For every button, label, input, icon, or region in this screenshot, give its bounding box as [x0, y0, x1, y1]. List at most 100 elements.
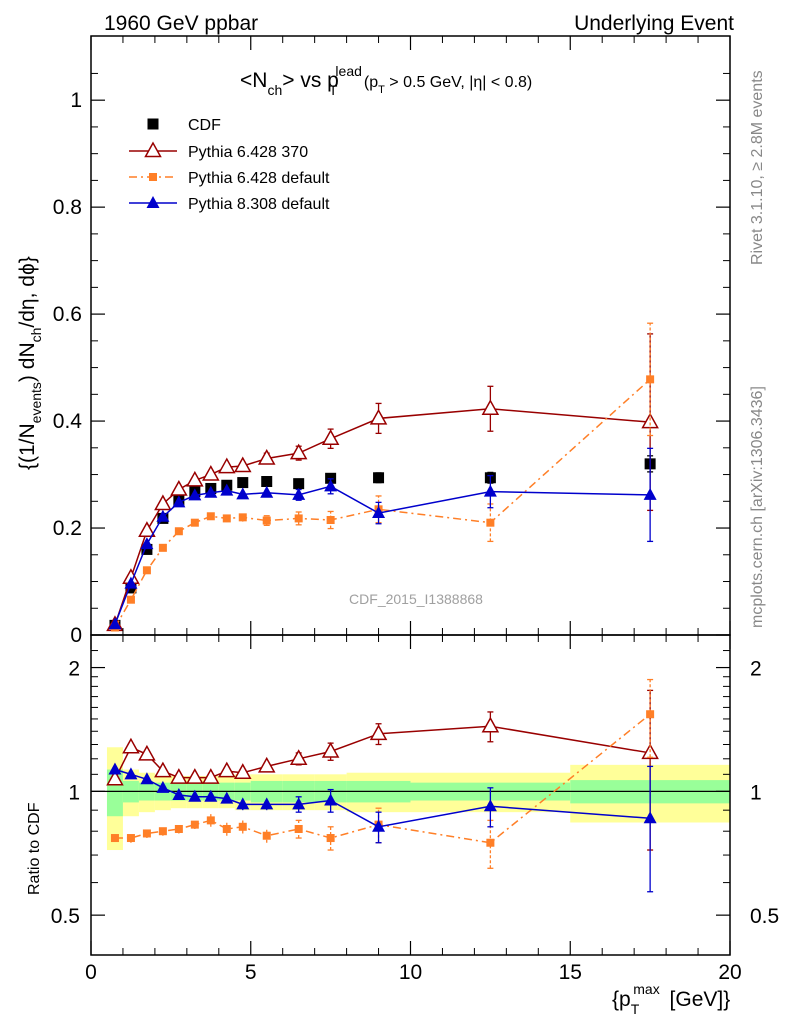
main-plot-frame — [90, 35, 731, 636]
data-point — [643, 487, 657, 500]
data-point — [236, 487, 250, 500]
ratio-point — [202, 768, 220, 784]
legend-marker — [146, 196, 160, 208]
data-point — [188, 488, 202, 501]
data-point — [156, 509, 170, 522]
data-point — [108, 617, 122, 630]
data-point — [262, 516, 271, 525]
ratio-y-tick-label: 2 — [68, 658, 80, 681]
data-point — [483, 484, 497, 497]
ratio-plot-panel: 0 5 10 15 20 0.5 0.5 1 1 2 2 — [51, 634, 779, 984]
data-point — [372, 506, 386, 519]
ratio-data-layer — [91, 678, 730, 893]
ratio-point — [174, 824, 183, 833]
data-point — [261, 476, 273, 488]
ratio-point — [110, 834, 119, 843]
ratio-y-tick-label-right: 0.5 — [750, 905, 779, 928]
ratio-point — [262, 831, 271, 840]
ratio-y-tick-label-right: 1 — [750, 781, 762, 804]
y-axis-label-part1: {(1/N — [16, 423, 39, 470]
plot-title-cut-sub: T — [378, 84, 385, 96]
data-point — [158, 543, 167, 552]
data-point — [140, 537, 154, 550]
legend-entry-pythia-6-428-default: Pythia 6.428 default — [129, 170, 330, 187]
data-point — [220, 483, 234, 496]
data-point — [373, 472, 385, 484]
ratio-point — [372, 819, 386, 832]
ratio-point — [124, 767, 138, 780]
ratio-point — [204, 789, 218, 802]
legend: CDF Pythia 6.428 370 Pythia 6.428 default P… — [129, 117, 330, 213]
plot-title-mid-sup: lead — [335, 63, 361, 79]
x-axis-label-close: [GeV]} — [664, 988, 731, 1011]
ratio-point — [156, 780, 170, 793]
ratio-series-pythia-6-428-370 — [106, 689, 659, 851]
ratio-point — [257, 756, 276, 773]
ratio-point — [321, 741, 340, 758]
header-right: Underlying Event — [574, 12, 734, 35]
ratio-point — [222, 824, 231, 833]
series-pythia-6-428-default — [110, 322, 655, 632]
ratio-point — [218, 761, 236, 778]
legend-entry-pythia-8-308-default: Pythia 8.308 default — [129, 196, 330, 213]
plot-title: <Nch> vs pTlead(pT > 0.5 GeV, |η| < 0.8) — [240, 63, 532, 98]
ratio-point — [188, 789, 202, 802]
uncertainty-bands — [106, 747, 730, 851]
data-point — [292, 487, 306, 500]
ratio-point — [138, 744, 156, 761]
ratio-point — [260, 797, 274, 810]
ratio-point — [106, 769, 124, 786]
ratio-point — [236, 797, 250, 810]
y-axis-label-part3: /dη, dϕ} — [16, 256, 39, 327]
y-tick-label: 0.4 — [53, 410, 83, 433]
ratio-series-pythia-8-308-default — [108, 762, 657, 893]
data-point — [222, 514, 231, 523]
data-point — [293, 478, 305, 490]
data-point — [257, 448, 276, 465]
y-tick-label: 0.2 — [53, 517, 82, 540]
x-tick-label: 15 — [559, 961, 582, 984]
data-point — [138, 521, 156, 537]
legend-marker — [147, 118, 159, 130]
ratio-point — [646, 710, 655, 719]
plot-title-cut-open: (p — [364, 74, 378, 91]
ratio-point — [643, 811, 657, 824]
legend-label: Pythia 6.428 370 — [188, 144, 308, 161]
ratio-y-tick-label: 0.5 — [51, 905, 80, 928]
legend-label: Pythia 8.308 default — [188, 196, 330, 213]
ratio-point — [483, 799, 497, 812]
data-point — [289, 443, 308, 460]
rivet-label: Rivet 3.1.10, ≥ 2.8M events — [749, 70, 766, 265]
x-axis-label: {pTmax [GeV]} — [612, 981, 730, 1017]
y-tick-label: 0 — [70, 624, 82, 647]
y-tick-label: 1 — [70, 89, 82, 112]
data-point — [186, 470, 204, 487]
ratio-point — [190, 820, 199, 829]
data-point — [233, 456, 252, 473]
data-point — [142, 566, 151, 575]
y-axis-label-sub2: ch — [28, 328, 44, 343]
legend-label: Pythia 6.428 default — [188, 170, 330, 187]
y-axis-label-part2: ) dN — [16, 342, 39, 382]
data-point — [326, 516, 335, 525]
data-point — [238, 513, 247, 522]
series-pythia-8-308-default — [108, 447, 657, 630]
legend-entry-pythia-6-428-370: Pythia 6.428 370 — [129, 141, 308, 161]
ratio-point — [324, 793, 338, 806]
data-point — [321, 429, 340, 445]
ratio-point — [206, 816, 215, 825]
data-point — [126, 595, 135, 604]
ratio-point — [122, 737, 140, 754]
plot-title-mid-sub: T — [329, 82, 338, 98]
ratio-y-tick-label: 1 — [68, 781, 80, 804]
mcplots-label: mcplots.cern.ch [arXiv:1306.3436] — [749, 386, 766, 628]
ratio-point — [158, 827, 167, 836]
x-axis-label-open: {p — [612, 988, 631, 1011]
plot-title-mid: > vs p — [282, 69, 339, 92]
ratio-point — [369, 724, 388, 741]
ratio-point — [170, 768, 188, 784]
data-point — [486, 518, 495, 527]
ratio-point — [238, 822, 247, 831]
ratio-point — [481, 716, 500, 733]
